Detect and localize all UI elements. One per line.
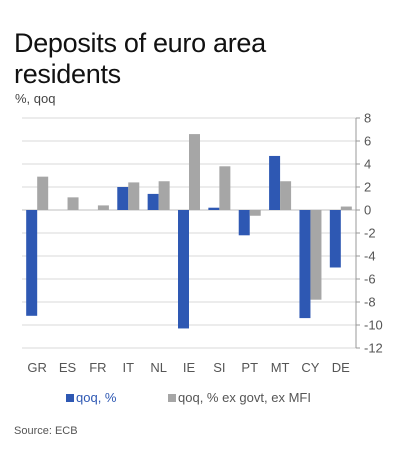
bar-2-cy xyxy=(310,210,322,300)
bar-2-it xyxy=(128,182,140,210)
bar-2-gr xyxy=(37,176,49,210)
legend-label-series-2: qoq, % ex govt, ex MFI xyxy=(178,390,311,405)
bar-1-nl xyxy=(147,193,159,210)
x-tick-label: IT xyxy=(122,360,134,375)
y-tick-label: -10 xyxy=(364,318,383,333)
y-tick-label: -12 xyxy=(364,341,383,356)
x-tick-label: IE xyxy=(183,360,196,375)
chart-title: Deposits of euro area residents xyxy=(14,28,266,90)
y-tick-label: 2 xyxy=(364,180,371,195)
bar-2-mt xyxy=(280,181,292,210)
legend-item-series-2: qoq, % ex govt, ex MFI xyxy=(168,390,311,405)
y-tick-label: -4 xyxy=(364,249,376,264)
bar-1-gr xyxy=(26,210,38,316)
x-tick-label: DE xyxy=(332,360,350,375)
legend-label-series-1: qoq, % xyxy=(76,390,117,405)
chart-title-line-2: residents xyxy=(14,59,121,89)
x-tick-label: NL xyxy=(150,360,167,375)
legend-swatch-series-2 xyxy=(168,393,176,402)
x-tick-label: FR xyxy=(89,360,106,375)
bar-1-ie xyxy=(178,210,189,329)
bar-1-cy xyxy=(299,210,311,319)
y-tick-label: -8 xyxy=(364,295,376,310)
x-tick-label: ES xyxy=(59,360,77,375)
y-tick-label: 8 xyxy=(364,111,371,126)
x-tick-label: CY xyxy=(301,360,319,375)
x-tick-label: GR xyxy=(27,360,47,375)
bar-2-es xyxy=(67,197,79,210)
bar-2-de xyxy=(340,206,352,210)
bar-1-mt xyxy=(269,155,281,210)
legend-item-series-1: qoq, % xyxy=(66,390,116,405)
source-note: Source: ECB xyxy=(14,425,78,437)
legend-swatch-series-1 xyxy=(66,393,74,402)
bar-2-si xyxy=(219,166,231,210)
bar-1-it xyxy=(117,187,129,210)
y-tick-label: 4 xyxy=(364,157,371,172)
bar-2-ie xyxy=(189,134,200,210)
bar-2-pt xyxy=(249,210,261,216)
bar-2-fr xyxy=(97,205,109,210)
bar-2-nl xyxy=(158,181,170,210)
x-tick-label: PT xyxy=(241,360,258,375)
x-tick-label: MT xyxy=(271,360,290,375)
y-tick-label: 6 xyxy=(364,134,371,149)
y-tick-label: 0 xyxy=(364,203,371,218)
chart-title-line-1: Deposits of euro area xyxy=(14,28,266,58)
y-tick-label: -2 xyxy=(364,226,376,241)
chart-subtitle: %, qoq xyxy=(15,91,56,106)
x-tick-label: SI xyxy=(213,360,225,375)
bar-1-pt xyxy=(238,210,250,236)
bar-chart: 8 6 4 2 0 -2 -4 -6 -8 -10 -12 GR ES FR IT NL IE SI PT MT CY D… xyxy=(22,111,383,375)
bar-1-si xyxy=(208,207,220,210)
bar-1-de xyxy=(329,210,341,268)
y-tick-label: -6 xyxy=(364,272,376,287)
